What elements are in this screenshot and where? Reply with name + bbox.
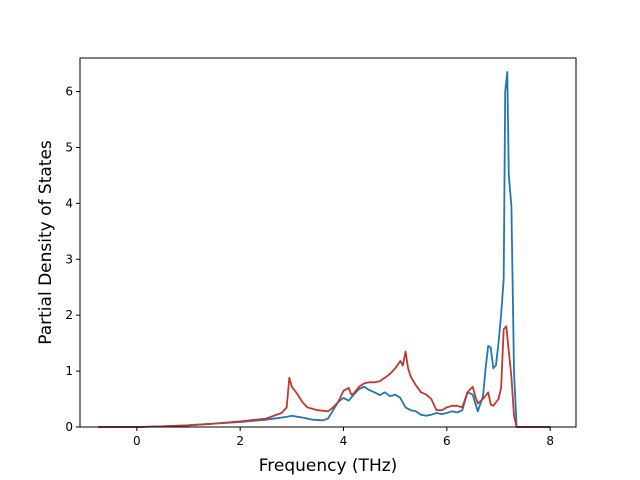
series-line-2 (98, 325, 551, 428)
x-axis-label: Frequency (THz) (259, 456, 398, 476)
y-tick-label: 5 (65, 140, 73, 154)
y-tick-label: 6 (65, 85, 73, 99)
y-tick-label: 2 (65, 308, 73, 322)
y-axis-label: Partial Density of States (36, 140, 56, 345)
y-tick-label: 0 (65, 420, 73, 434)
y-tick-label: 3 (65, 252, 73, 266)
x-tick-label: 4 (340, 434, 348, 448)
x-tick-label: 2 (236, 434, 244, 448)
y-tick-label: 1 (65, 364, 73, 378)
series-line-1 (98, 71, 551, 428)
x-axis-ticks: 0 2 4 6 8 (133, 427, 554, 448)
y-tick-label: 4 (65, 196, 73, 210)
x-tick-label: 6 (443, 434, 451, 448)
x-tick-label: 8 (546, 434, 554, 448)
x-tick-label: 0 (133, 434, 141, 448)
plot-frame (79, 57, 577, 428)
y-axis-ticks: 0 1 2 3 4 5 6 (65, 85, 80, 434)
plot-lines (98, 71, 551, 428)
